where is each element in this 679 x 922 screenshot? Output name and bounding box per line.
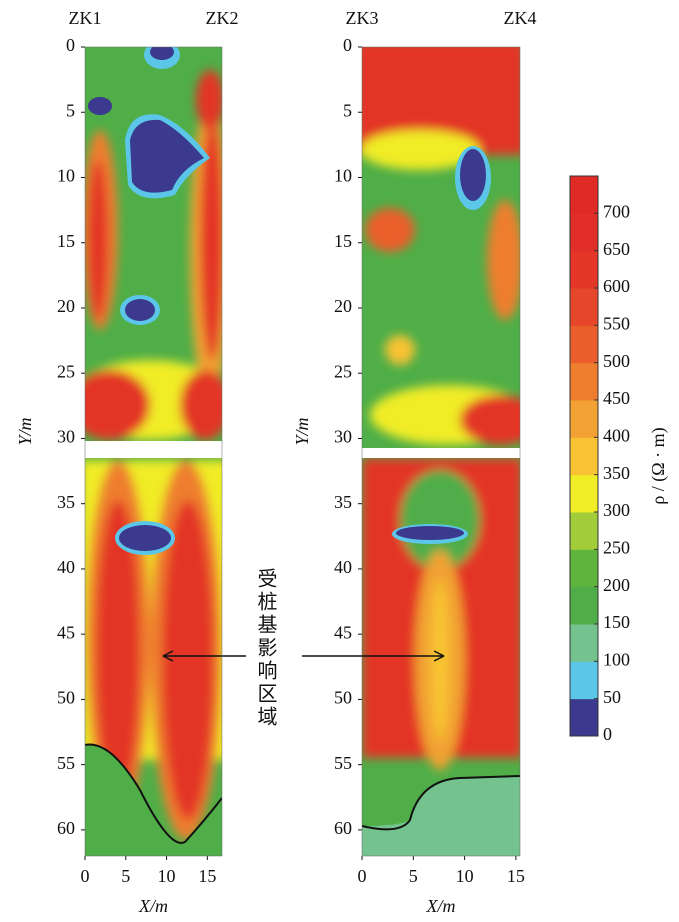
y-tick-label: 5: [343, 100, 352, 120]
colorbar-band: [570, 512, 598, 550]
colorbar-band: [570, 400, 598, 438]
colorbar-band: [570, 698, 598, 737]
y-tick-label: 35: [57, 492, 75, 512]
colorbar-band: [570, 288, 598, 326]
y-tick-label: 50: [57, 688, 75, 708]
y-tick-label: 55: [334, 753, 352, 773]
y-tick-label: 20: [57, 296, 75, 316]
y-tick-label: 60: [334, 818, 352, 838]
x-tick-label: 15: [507, 866, 525, 886]
y-tick-label: 25: [57, 361, 75, 381]
y-tick-label: 45: [334, 622, 352, 642]
colorbar-band: [570, 661, 598, 700]
colorbar-tick-label: 100: [603, 649, 630, 669]
plot-frame: [361, 46, 521, 857]
colorbar-tick-label: 50: [603, 687, 621, 707]
y-tick-label: 30: [334, 427, 352, 447]
colorbar-tick-label: 0: [603, 724, 612, 744]
x-tick-label: 5: [121, 866, 130, 886]
y-tick-label: 0: [66, 35, 75, 55]
colorbar-band: [570, 176, 598, 214]
x-axis-label: X/m: [426, 896, 456, 916]
y-tick-label: 45: [57, 622, 75, 642]
colorbar-tick-label: 700: [603, 201, 630, 221]
y-tick-label: 50: [334, 688, 352, 708]
colorbar-band: [570, 213, 598, 252]
plot-frame: [84, 46, 223, 857]
y-tick-label: 10: [334, 166, 352, 186]
resistivity-map-2: [362, 47, 520, 856]
colorbar-tick-label: 600: [603, 276, 630, 296]
colorbar-tick-label: 650: [603, 239, 630, 259]
colorbar-tick-label: 300: [603, 500, 630, 520]
colorbar-frame: [569, 175, 599, 737]
y-tick-label: 0: [343, 35, 352, 55]
colorbar-band: [570, 549, 598, 588]
x-tick-label: 5: [409, 866, 418, 886]
annotation: 受桩基影响区域: [254, 568, 278, 729]
resistivity-map-1: [85, 47, 222, 856]
x-tick-label: 0: [81, 866, 90, 886]
colorbar-band: [570, 586, 598, 625]
colorbar-tick-label: 500: [603, 351, 630, 371]
well-label: ZK2: [206, 8, 239, 28]
well-label: ZK4: [504, 8, 537, 28]
y-tick-label: 5: [66, 100, 75, 120]
x-tick-label: 10: [158, 866, 176, 886]
well-label: ZK1: [69, 8, 102, 28]
y-tick-label: 10: [57, 166, 75, 186]
x-tick-label: 0: [358, 866, 367, 886]
y-tick-label: 40: [334, 557, 352, 577]
colorbar-tick-label: 350: [603, 463, 630, 483]
colorbar-band: [570, 250, 598, 289]
y-axis-label: Y/m: [292, 417, 312, 445]
y-tick-label: 15: [334, 231, 352, 251]
y-axis-label: Y/m: [15, 417, 35, 445]
x-axis-label: X/m: [138, 896, 168, 916]
y-tick-label: 25: [334, 361, 352, 381]
colorbar-band: [570, 437, 598, 476]
colorbar-band: [570, 624, 598, 662]
y-tick-label: 35: [334, 492, 352, 512]
colorbar-tick-label: 150: [603, 612, 630, 632]
colorbar-tick-label: 250: [603, 537, 630, 557]
colorbar-band: [570, 474, 598, 513]
colorbar-label: ρ / (Ω · m): [648, 427, 669, 504]
colorbar-band: [570, 325, 598, 364]
x-tick-label: 15: [198, 866, 216, 886]
colorbar-tick-label: 400: [603, 425, 630, 445]
y-tick-label: 60: [57, 818, 75, 838]
well-label: ZK3: [346, 8, 379, 28]
y-tick-label: 15: [57, 231, 75, 251]
y-tick-label: 20: [334, 296, 352, 316]
colorbar-band: [570, 362, 598, 401]
colorbar-tick-label: 200: [603, 575, 630, 595]
y-tick-label: 55: [57, 753, 75, 773]
colorbar-tick-label: 550: [603, 313, 630, 333]
colorbar-tick-label: 450: [603, 388, 630, 408]
y-tick-label: 40: [57, 557, 75, 577]
x-tick-label: 10: [456, 866, 474, 886]
y-tick-label: 30: [57, 427, 75, 447]
